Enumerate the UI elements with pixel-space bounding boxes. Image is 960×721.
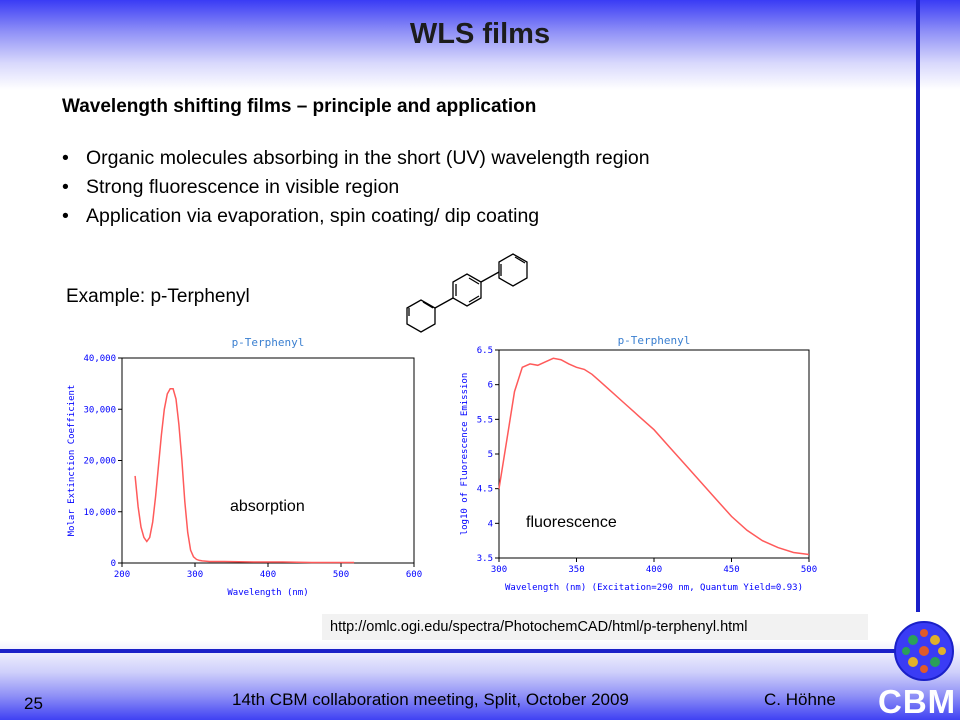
- y-axis-label: log10 of Fluorescence Emission: [460, 373, 470, 536]
- bullet-text: Strong fluorescence in visible region: [86, 176, 400, 198]
- x-tick-label: 500: [801, 565, 817, 575]
- horizontal-rule: [0, 649, 905, 653]
- footer-author: C. Höhne: [764, 690, 836, 709]
- x-tick-label: 300: [491, 565, 507, 575]
- bullet-item: • Application via evaporation, spin coati…: [62, 202, 650, 231]
- chart-title: p-Terphenyl: [618, 334, 691, 347]
- bullet-text: Application via evaporation, spin coatin…: [86, 205, 540, 227]
- fluorescence-chart: p-Terphenyl 300 350 400 450 500 3.5 4 4.5 5 5.5 6 6.…: [460, 334, 817, 593]
- benzene-ring-1: [406, 299, 436, 333]
- y-tick-label: 20,000: [83, 457, 116, 467]
- plot-frame: [121, 357, 415, 564]
- cbm-logo-icon: [894, 621, 954, 681]
- x-tick-label: 350: [568, 565, 584, 575]
- bullet-list: • Organic molecules absorbing in the shor…: [62, 144, 650, 231]
- slide-title: WLS films: [409, 18, 551, 50]
- benzene-ring-3: [498, 253, 528, 287]
- header-gradient-band: [0, 0, 960, 90]
- footer-meeting: 14th CBM collaboration meeting, Split, O…: [232, 690, 629, 709]
- x-tick-label: 450: [723, 565, 739, 575]
- y-tick-label: 6: [488, 381, 493, 391]
- x-tick-label: 600: [406, 570, 422, 580]
- x-tick-label: 400: [260, 570, 276, 580]
- x-axis-label: Wavelength (nm) (Excitation=290 nm, Quan…: [505, 583, 803, 593]
- slide-subtitle: Wavelength shifting films – principle an…: [62, 96, 537, 117]
- bullet-item: • Strong fluorescence in visible region: [62, 173, 650, 202]
- bullet-dot-icon: •: [62, 147, 69, 169]
- y-tick-label: 4.5: [477, 485, 493, 495]
- y-tick-label: 3.5: [477, 554, 493, 564]
- fluorescence-label: fluorescence: [522, 512, 621, 534]
- y-tick-label: 30,000: [83, 405, 116, 415]
- x-tick-label: 400: [646, 565, 662, 575]
- x-axis-label: Wavelength (nm): [227, 588, 308, 598]
- x-tick-label: 500: [333, 570, 349, 580]
- y-tick-label: 6.5: [477, 346, 493, 356]
- x-tick-label: 300: [187, 570, 203, 580]
- example-label: Example: p-Terphenyl: [66, 286, 250, 307]
- bullet-text: Organic molecules absorbing in the short…: [86, 147, 650, 169]
- y-tick-label: 4: [488, 519, 493, 529]
- y-axis-label: Molar Extinction Coefficient: [67, 385, 77, 537]
- absorption-label: absorption: [226, 496, 309, 518]
- bullet-dot-icon: •: [62, 176, 69, 198]
- y-tick-label: 5.5: [477, 415, 493, 425]
- bullet-item: • Organic molecules absorbing in the shor…: [62, 144, 650, 173]
- y-tick-label: 40,000: [83, 354, 116, 364]
- vertical-rule: [916, 0, 920, 612]
- benzene-ring-2: [452, 273, 482, 307]
- x-tick-label: 200: [114, 570, 130, 580]
- chart-title: p-Terphenyl: [232, 336, 305, 349]
- cbm-logo-text: CBM: [878, 683, 957, 720]
- bullet-dot-icon: •: [62, 205, 69, 227]
- y-tick-label: 10,000: [83, 508, 116, 518]
- terphenyl-molecule-icon: [406, 253, 528, 333]
- page-number: 25: [24, 694, 43, 713]
- absorption-chart: p-Terphenyl 200 300 400 500 600 0 10,000 20,000 3…: [67, 336, 422, 598]
- y-tick-label: 0: [111, 559, 116, 569]
- series-line: [134, 388, 355, 564]
- series-line: [498, 357, 810, 556]
- footer-gradient-band: [0, 640, 960, 720]
- source-url-link[interactable]: http://omlc.ogi.edu/spectra/PhotochemCAD…: [322, 614, 868, 640]
- y-tick-label: 5: [488, 450, 493, 460]
